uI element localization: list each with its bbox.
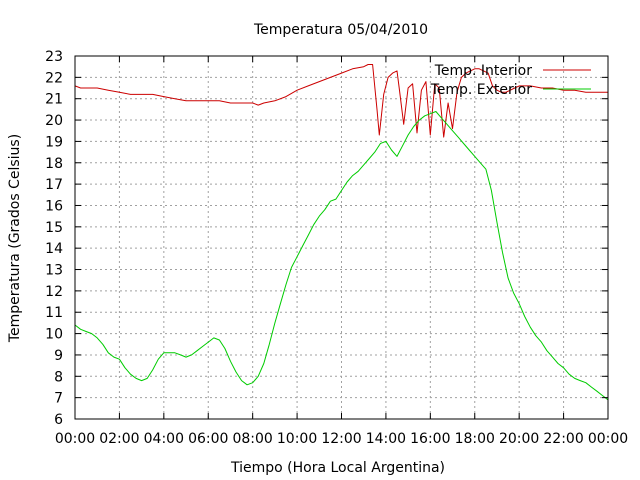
y-tick-label: 22 [45, 70, 63, 86]
y-tick-label: 20 [45, 113, 63, 129]
y-axis-label: Temperatura (Grados Celsius) [7, 134, 23, 343]
y-tick-label: 10 [45, 327, 63, 343]
x-tick-label: 00:00 [55, 431, 95, 447]
y-tick-label: 16 [45, 198, 63, 214]
y-tick-label: 7 [54, 391, 63, 407]
x-tick-label: 00:00 [588, 431, 628, 447]
x-tick-label: 02:00 [99, 431, 139, 447]
y-tick-label: 21 [45, 92, 63, 108]
legend-label: Temp. Exterior [430, 82, 533, 98]
y-tick-label: 9 [54, 348, 63, 364]
y-tick-label: 6 [54, 412, 63, 428]
x-tick-label: 16:00 [410, 431, 450, 447]
x-axis-label: Tiempo (Hora Local Argentina) [230, 460, 445, 476]
x-tick-label: 08:00 [232, 431, 272, 447]
y-tick-label: 23 [45, 49, 63, 65]
y-tick-label: 18 [45, 156, 63, 172]
legend: Temp. Interior Temp. Exterior [430, 63, 591, 98]
series-line-exterior [74, 111, 609, 401]
y-tick-label: 13 [45, 263, 63, 279]
y-tick-label: 19 [45, 134, 63, 150]
y-tick-label: 11 [45, 305, 63, 321]
x-tick-label: 04:00 [144, 431, 184, 447]
y-tick-label: 15 [45, 220, 63, 236]
x-tick-label: 18:00 [455, 431, 495, 447]
y-tick-label: 14 [45, 241, 63, 257]
x-tick-label: 14:00 [366, 431, 406, 447]
y-tick-label: 8 [54, 369, 63, 385]
y-tick-label: 12 [45, 284, 63, 300]
x-tick-label: 20:00 [499, 431, 539, 447]
series-line-interior [74, 64, 608, 138]
grid-lines [75, 56, 608, 419]
chart-title: Temperatura 05/04/2010 [253, 22, 428, 38]
series-lines [74, 64, 609, 401]
x-tick-label: 12:00 [321, 431, 361, 447]
legend-label: Temp. Interior [434, 63, 533, 79]
x-tick-label: 10:00 [277, 431, 317, 447]
x-tick-label: 22:00 [543, 431, 583, 447]
x-tick-label: 06:00 [188, 431, 228, 447]
y-tick-label: 17 [45, 177, 63, 193]
